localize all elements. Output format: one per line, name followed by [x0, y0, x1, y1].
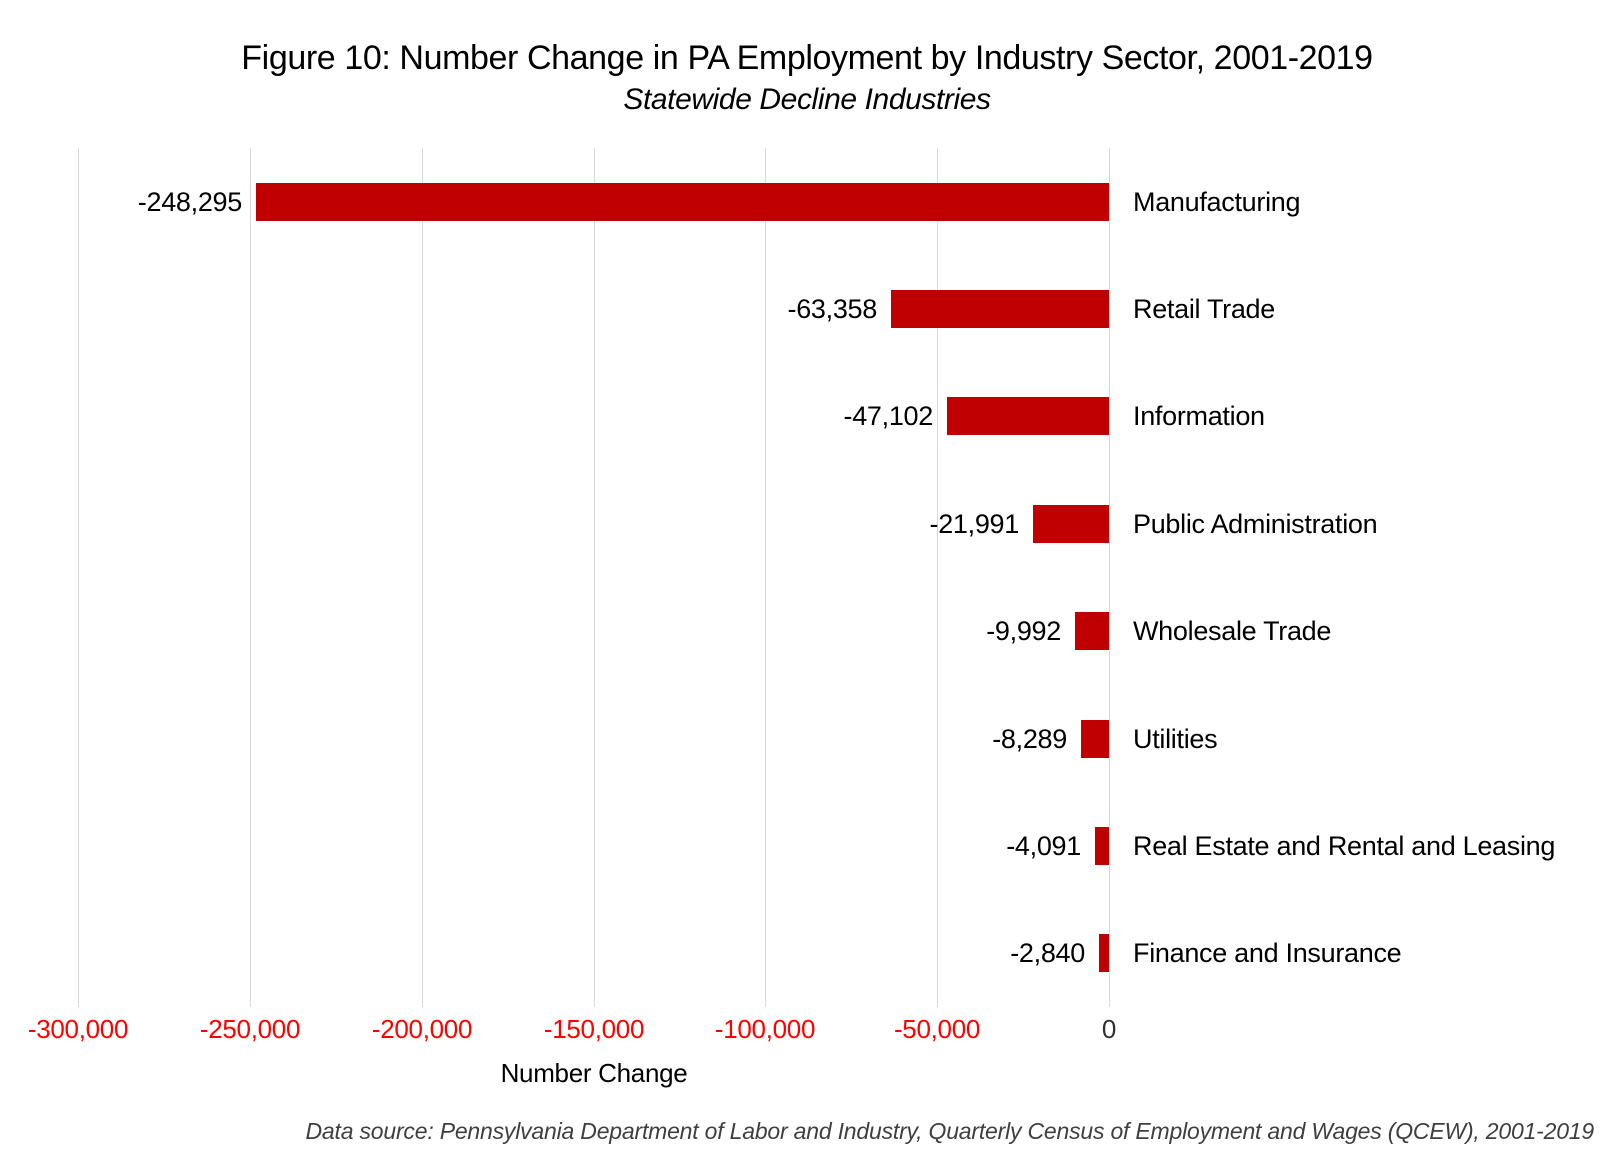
x-tick-label: -200,000 [371, 1014, 473, 1044]
bar-finance-and-insurance [1099, 934, 1109, 972]
x-tick-label: -250,000 [199, 1014, 301, 1044]
gridline [1109, 148, 1110, 1007]
category-label-finance-and-insurance: Finance and Insurance [1133, 938, 1402, 968]
category-label-manufacturing: Manufacturing [1133, 187, 1301, 217]
value-label-manufacturing: -248,295 [137, 187, 243, 217]
category-label-wholesale-trade: Wholesale Trade [1133, 616, 1332, 646]
gridline [937, 148, 938, 1007]
bar-manufacturing [256, 183, 1109, 221]
bar-wholesale-trade [1075, 612, 1109, 650]
bar-real-estate-and-rental-and-leasing [1095, 827, 1109, 865]
x-tick-label: -50,000 [893, 1014, 981, 1044]
x-tick-label: -100,000 [714, 1014, 816, 1044]
bar-information [947, 397, 1109, 435]
value-label-public-administration: -21,991 [929, 509, 1020, 539]
value-label-real-estate-and-rental-and-leasing: -4,091 [1006, 831, 1081, 861]
data-source-note: Data source: Pennsylvania Department of … [305, 1118, 1595, 1144]
chart-subtitle: Statewide Decline Industries [623, 83, 991, 116]
category-label-information: Information [1133, 401, 1265, 431]
x-axis-title: Number Change [500, 1058, 688, 1088]
bar-public-administration [1033, 505, 1109, 543]
value-label-wholesale-trade: -9,992 [986, 616, 1061, 646]
gridline [765, 148, 766, 1007]
value-label-utilities: -8,289 [992, 724, 1067, 754]
bar-utilities [1081, 720, 1109, 758]
category-label-utilities: Utilities [1133, 724, 1218, 754]
gridline [250, 148, 251, 1007]
gridline [594, 148, 595, 1007]
bar-retail-trade [891, 290, 1109, 328]
chart-title: Figure 10: Number Change in PA Employmen… [241, 39, 1373, 77]
value-label-retail-trade: -63,358 [787, 294, 878, 324]
x-tick-label: -300,000 [27, 1014, 129, 1044]
gridline [422, 148, 423, 1007]
x-tick-label: 0 [1101, 1014, 1117, 1044]
category-label-real-estate-and-rental-and-leasing: Real Estate and Rental and Leasing [1133, 831, 1556, 861]
x-tick-label: -150,000 [543, 1014, 645, 1044]
gridline [78, 148, 79, 1007]
value-label-finance-and-insurance: -2,840 [1010, 938, 1085, 968]
category-label-public-administration: Public Administration [1133, 509, 1378, 539]
category-label-retail-trade: Retail Trade [1133, 294, 1275, 324]
value-label-information: -47,102 [843, 401, 934, 431]
